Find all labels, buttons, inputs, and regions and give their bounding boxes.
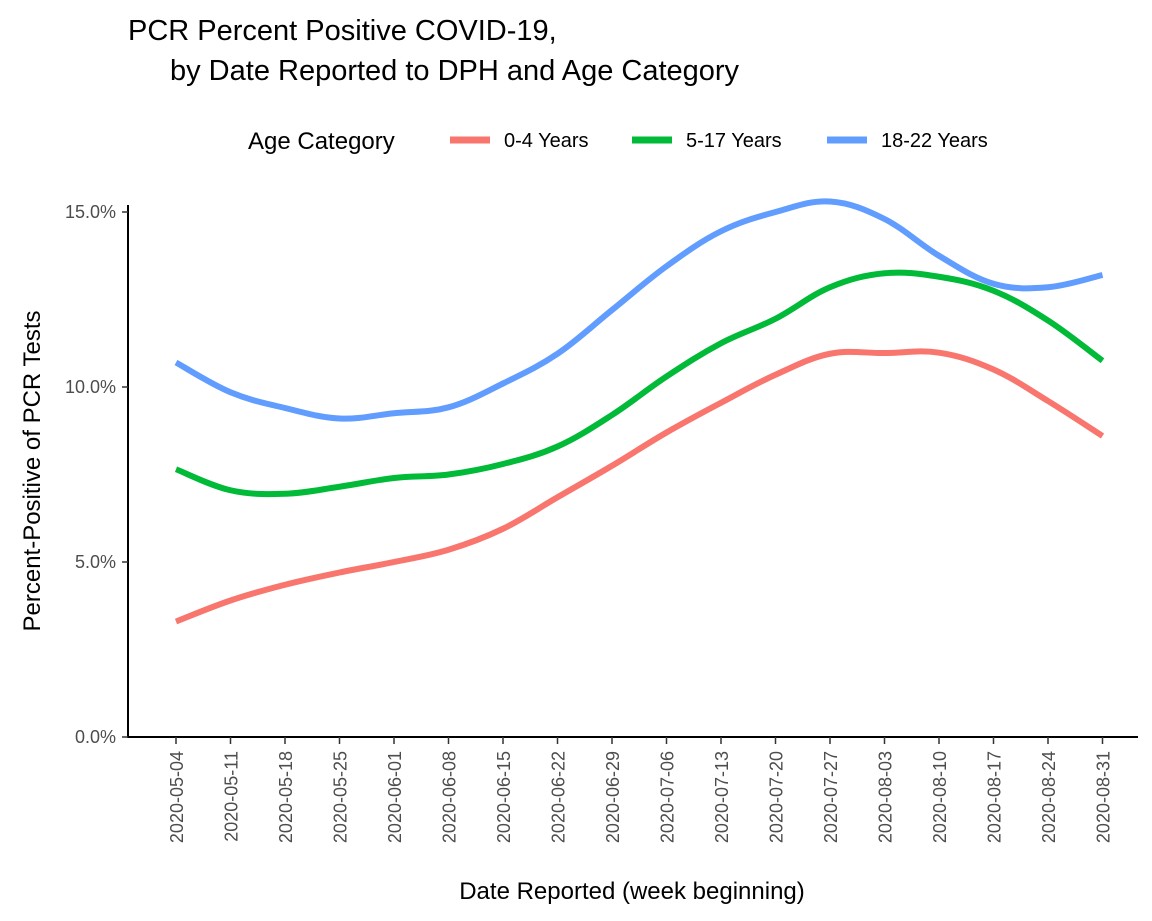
legend-label-0-4: 0-4 Years (504, 130, 589, 152)
x-tick-label: 2020-08-24 (1039, 751, 1059, 843)
series-line-5-17-years (174, 269, 1105, 498)
chart-title-line1: PCR Percent Positive COVID-19, (128, 15, 557, 47)
x-tick-label: 2020-06-29 (603, 751, 623, 843)
chart-title-line2: by Date Reported to DPH and Age Category (170, 55, 740, 87)
y-axis-ticks: 0.0% 5.0% 10.0% 15.0% (65, 202, 128, 747)
x-tick-label: 2020-05-25 (331, 751, 351, 843)
x-tick-label: 2020-06-15 (494, 751, 514, 843)
x-tick-label: 2020-07-20 (767, 751, 787, 843)
series-line-18-22-years (174, 198, 1104, 422)
series-line-0-4-years (174, 348, 1105, 625)
x-tick-label: 2020-08-03 (876, 751, 896, 843)
x-tick-label: 2020-05-11 (222, 751, 242, 842)
y-tick-label: 5.0% (75, 552, 116, 572)
y-tick-label: 15.0% (65, 202, 116, 222)
x-tick-label: 2020-05-04 (167, 751, 187, 843)
x-tick-label: 2020-08-10 (930, 751, 950, 843)
x-tick-label: 2020-08-31 (1094, 751, 1114, 843)
legend-label-18-22: 18-22 Years (881, 130, 988, 152)
y-tick-label: 10.0% (65, 377, 116, 397)
plot-area (174, 198, 1105, 625)
legend-title: Age Category (248, 128, 395, 155)
x-tick-label: 2020-06-22 (549, 751, 569, 843)
x-axis-title: Date Reported (week beginning) (459, 878, 805, 905)
x-tick-label: 2020-07-13 (712, 751, 732, 843)
x-tick-label: 2020-06-08 (440, 751, 460, 843)
y-tick-label: 0.0% (75, 727, 116, 747)
x-axis-ticks: 2020-05-04 2020-05-11 2020-05-18 2020-05-25… (167, 737, 1114, 843)
legend-label-5-17: 5-17 Years (686, 130, 782, 152)
x-tick-label: 2020-05-18 (276, 751, 296, 843)
x-tick-label: 2020-08-17 (985, 751, 1005, 843)
x-tick-label: 2020-06-01 (385, 751, 405, 843)
x-tick-label: 2020-07-27 (821, 751, 841, 843)
legend: Age Category 0-4 Years 5-17 Years 18-22 … (248, 128, 988, 155)
x-tick-label: 2020-07-06 (658, 751, 678, 843)
y-axis-title: Percent-Positive of PCR Tests (19, 310, 46, 631)
